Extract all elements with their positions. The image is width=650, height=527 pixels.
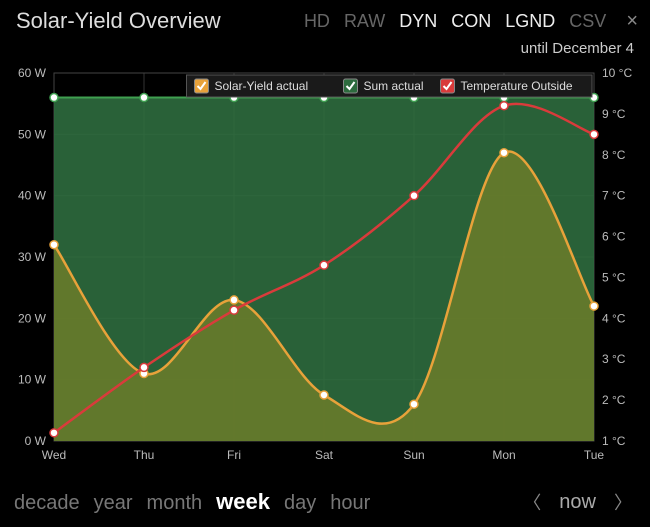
svg-text:10 °C: 10 °C: [602, 66, 632, 80]
range-month[interactable]: month: [147, 492, 203, 515]
subtitle: until December 4: [0, 38, 650, 63]
mode-raw[interactable]: RAW: [344, 11, 385, 32]
mode-lgnd[interactable]: LGND: [505, 11, 555, 32]
svg-text:Solar-Yield actual: Solar-Yield actual: [215, 79, 309, 93]
mode-buttons: HD RAW DYN CON LGND CSV: [304, 11, 606, 32]
svg-text:10 W: 10 W: [18, 373, 47, 387]
svg-text:Mon: Mon: [492, 448, 515, 462]
svg-text:60 W: 60 W: [18, 66, 47, 80]
range-buttons: decade year month weekdayhour: [14, 489, 370, 515]
svg-text:6 °C: 6 °C: [602, 230, 626, 244]
svg-text:Tue: Tue: [584, 448, 605, 462]
chart-area: 0 W 10 W 20 W 30 W 40 W 50 W 60 W 1 °C 2 °C 3 °C 4…: [8, 63, 642, 473]
page-title: Solar-Yield Overview: [16, 8, 290, 34]
svg-text:20 W: 20 W: [18, 311, 47, 325]
svg-text:Sat: Sat: [315, 448, 334, 462]
svg-text:50 W: 50 W: [18, 127, 47, 141]
svg-text:Fri: Fri: [227, 448, 241, 462]
svg-text:4 °C: 4 °C: [602, 311, 626, 325]
svg-text:40 W: 40 W: [18, 189, 47, 203]
svg-text:30 W: 30 W: [18, 250, 47, 264]
svg-text:Wed: Wed: [42, 448, 66, 462]
svg-text:Thu: Thu: [134, 448, 155, 462]
mode-dyn[interactable]: DYN: [399, 11, 437, 32]
svg-text:Temperature Outside: Temperature Outside: [461, 79, 573, 93]
mode-con[interactable]: CON: [451, 11, 491, 32]
range-decade[interactable]: decade: [14, 492, 80, 515]
now-button[interactable]: now: [559, 491, 596, 514]
svg-text:7 °C: 7 °C: [602, 189, 626, 203]
svg-text:1 °C: 1 °C: [602, 434, 626, 448]
range-hour[interactable]: hour: [330, 492, 370, 515]
svg-text:5 °C: 5 °C: [602, 270, 626, 284]
svg-text:Sun: Sun: [403, 448, 424, 462]
svg-text:0 W: 0 W: [25, 434, 47, 448]
range-week[interactable]: week: [216, 489, 270, 515]
svg-text:8 °C: 8 °C: [602, 148, 626, 162]
range-day[interactable]: day: [284, 492, 316, 515]
svg-text:Sum actual: Sum actual: [364, 79, 424, 93]
footer: decade year month weekdayhour 〈 now 〉: [0, 481, 650, 527]
prev-arrow-icon[interactable]: 〈: [519, 489, 545, 515]
range-year[interactable]: year: [94, 492, 133, 515]
svg-text:9 °C: 9 °C: [602, 107, 626, 121]
close-icon[interactable]: ×: [626, 10, 638, 33]
mode-hd[interactable]: HD: [304, 11, 330, 32]
svg-text:2 °C: 2 °C: [602, 393, 626, 407]
svg-text:3 °C: 3 °C: [602, 352, 626, 366]
mode-csv[interactable]: CSV: [569, 11, 606, 32]
header: Solar-Yield Overview HDRAWDYNCONLGNDCSV …: [0, 0, 650, 38]
next-arrow-icon[interactable]: 〉: [610, 489, 636, 515]
